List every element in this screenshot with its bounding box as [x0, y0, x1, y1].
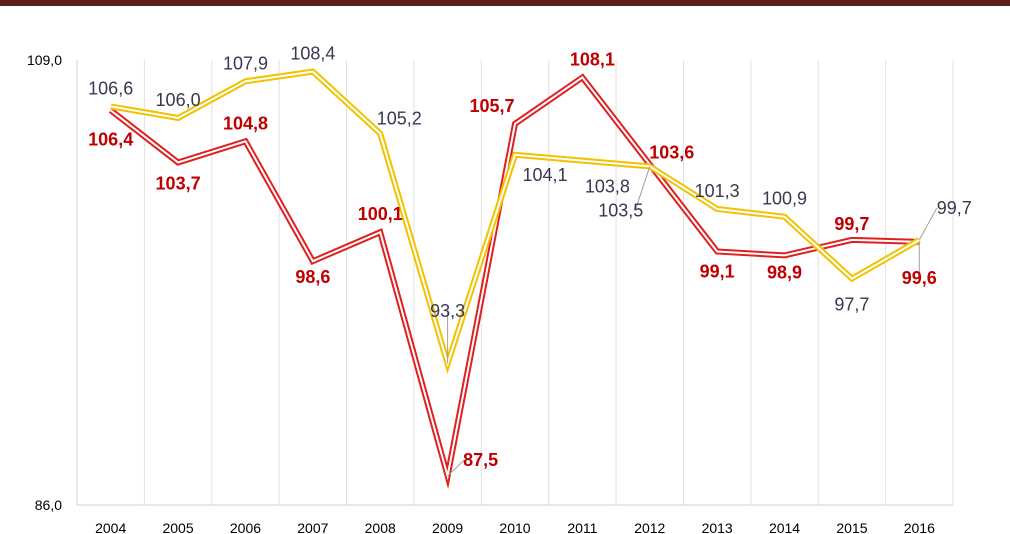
x-tick-label: 2015	[836, 520, 867, 534]
x-tick-label: 2014	[769, 520, 800, 534]
data-label: 105,2	[377, 109, 422, 129]
series-line-core-series-red	[110, 76, 920, 481]
data-label: 106,0	[156, 90, 201, 110]
leader-line	[918, 207, 938, 241]
x-tick-label: 2010	[499, 520, 530, 534]
data-label: 108,1	[570, 49, 615, 69]
data-label: 108,4	[290, 44, 335, 64]
data-label: 98,6	[295, 267, 330, 287]
data-label: 103,6	[649, 142, 694, 162]
y-tick-label: 109,0	[27, 52, 62, 68]
data-label: 104,8	[223, 113, 268, 133]
series-line-core-series-yellow	[110, 70, 920, 368]
data-label: 101,3	[695, 181, 740, 201]
data-label: 107,9	[223, 53, 268, 73]
data-label: 87,5	[463, 450, 498, 470]
gridlines	[76, 60, 954, 505]
x-tick-label: 2012	[634, 520, 665, 534]
data-label: 103,8	[585, 177, 630, 197]
data-label: 100,9	[762, 189, 807, 209]
data-label: 106,6	[88, 78, 133, 98]
x-tick-label: 2004	[95, 520, 126, 534]
top-accent-bar	[0, 0, 1010, 6]
x-tick-label: 2009	[432, 520, 463, 534]
x-tick-label: 2013	[702, 520, 733, 534]
data-label: 98,9	[767, 262, 802, 282]
data-label: 100,1	[358, 204, 403, 224]
x-tick-label: 2016	[904, 520, 935, 534]
data-label: 104,1	[522, 165, 567, 185]
data-label: 99,7	[834, 214, 869, 234]
data-label: 106,4	[88, 129, 133, 149]
data-label: 103,7	[156, 174, 201, 194]
series-lines	[108, 68, 921, 490]
data-label: 99,6	[902, 268, 937, 288]
data-labels: 106,4 103,7 104,8 98,6 100,1 87,5 105,7 108,1 10…	[88, 44, 972, 470]
leader-lines	[447, 166, 938, 477]
x-tick-label: 2011	[567, 520, 597, 534]
axes: 109,0 86,0 2004 2005 2006 2007 2008 2009 2010 201…	[27, 52, 953, 534]
x-tick-label: 2008	[365, 520, 396, 534]
x-tick-label: 2005	[162, 520, 193, 534]
data-label: 103,5	[598, 200, 643, 220]
x-tick-label: 2007	[297, 520, 328, 534]
x-tick-label: 2006	[230, 520, 261, 534]
leader-line	[447, 459, 465, 477]
y-tick-label: 86,0	[35, 497, 62, 513]
data-label: 93,3	[430, 301, 465, 321]
data-label: 99,1	[700, 262, 735, 282]
data-label: 99,7	[937, 198, 972, 218]
data-label: 97,7	[834, 295, 869, 315]
leader-line	[634, 166, 651, 211]
data-label: 105,7	[469, 96, 514, 116]
